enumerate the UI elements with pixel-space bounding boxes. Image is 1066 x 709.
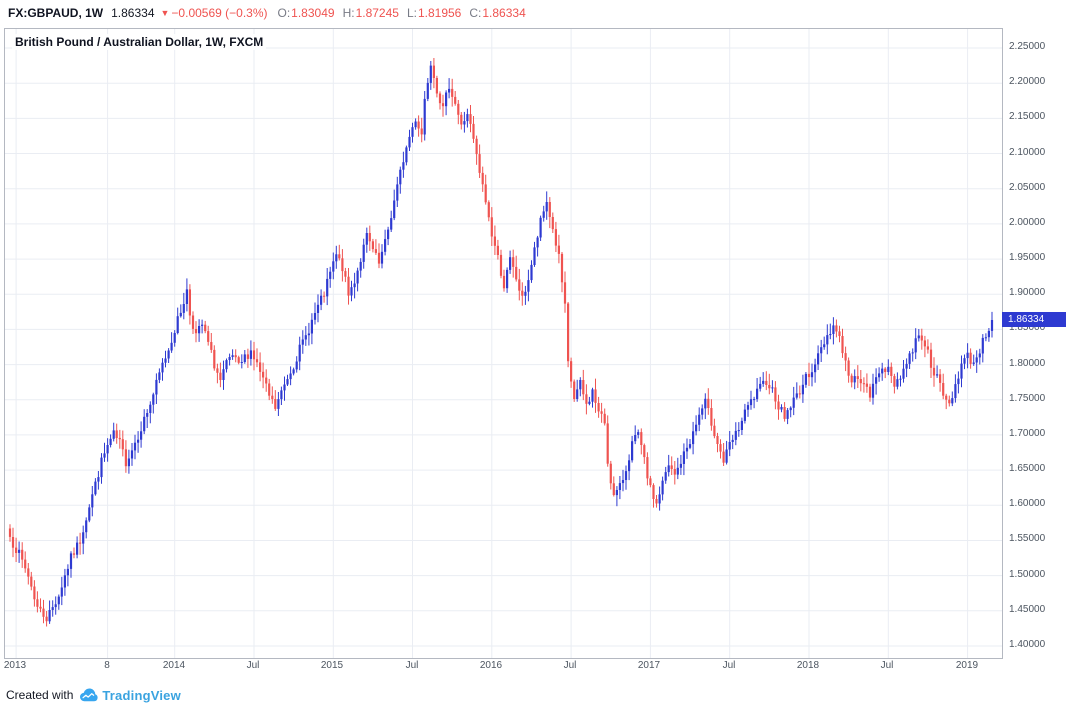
created-with-text: Created with: [6, 688, 74, 702]
last-price-badge: 1.86334: [1002, 312, 1066, 327]
price-change-value: ▼ −0.00569 (−0.3%): [161, 6, 268, 20]
price-tick-label: 1.95000: [1009, 252, 1046, 263]
down-arrow-icon: ▼: [160, 8, 170, 18]
ohlc-key: O:: [277, 6, 291, 20]
time-tick-label: 2019: [955, 660, 979, 671]
ohlc-key: L:: [406, 6, 417, 20]
price-tick-label: 1.45000: [1009, 604, 1046, 615]
time-tick-label: 2017: [637, 660, 661, 671]
attribution-footer: Created with TradingView: [6, 683, 181, 707]
price-tick-label: 1.40000: [1009, 639, 1046, 650]
pane-title[interactable]: British Pound / Australian Dollar, 1W, F…: [12, 34, 267, 50]
time-tick-label: 2018: [796, 660, 820, 671]
ohlc-value: 1.83049: [291, 6, 335, 20]
price-tick-label: 2.15000: [1009, 111, 1046, 122]
time-tick-label: 2014: [162, 660, 186, 671]
price-tick-label: 1.60000: [1009, 498, 1046, 509]
ohlc-key: C:: [469, 6, 482, 20]
time-tick-label: Jul: [246, 660, 260, 671]
time-tick-label: 2015: [320, 660, 344, 671]
chart-legend-bar: FX:GBPAUD, 1W 1.86334 ▼ −0.00569 (−0.3%) …: [8, 0, 534, 26]
time-tick-label: Jul: [880, 660, 894, 671]
change-text: −0.00569 (−0.3%): [171, 6, 268, 20]
price-tick-label: 1.75000: [1009, 393, 1046, 404]
price-tick-label: 2.25000: [1009, 41, 1046, 52]
symbol-interval-label[interactable]: FX:GBPAUD, 1W: [8, 6, 104, 20]
price-tick-label: 2.05000: [1009, 182, 1046, 193]
price-tick-label: 2.20000: [1009, 76, 1046, 87]
time-tick-label: Jul: [405, 660, 419, 671]
tradingview-cloud-icon: [80, 688, 98, 702]
price-tick-label: 1.55000: [1009, 533, 1046, 544]
last-price-value: 1.86334: [111, 6, 155, 20]
chart-plot-area[interactable]: British Pound / Australian Dollar, 1W, F…: [4, 28, 1003, 659]
price-tick-label: 1.90000: [1009, 287, 1046, 298]
ohlc-value: 1.86334: [482, 6, 526, 20]
time-tick-label: Jul: [722, 660, 736, 671]
time-tick-label: 2016: [479, 660, 503, 671]
time-tick-label: Jul: [563, 660, 577, 671]
ohlc-readout: O:1.83049 H:1.87245 L:1.81956 C:1.86334: [278, 6, 534, 20]
price-tick-label: 1.70000: [1009, 428, 1046, 439]
price-axis[interactable]: 2.25000 2.20000 2.15000 2.10000 2.05000 2.000…: [1003, 28, 1066, 659]
ohlc-value: 1.87245: [355, 6, 399, 20]
price-tick-label: 2.00000: [1009, 217, 1046, 228]
price-tick-label: 1.85000: [1009, 322, 1046, 333]
time-tick-label: 2013: [3, 660, 27, 671]
price-tick-label: 1.80000: [1009, 358, 1046, 369]
tradingview-wordmark: TradingView: [102, 687, 181, 703]
ohlc-value: 1.81956: [417, 6, 462, 20]
price-tick-label: 1.65000: [1009, 463, 1046, 474]
price-tick-label: 2.10000: [1009, 147, 1046, 158]
tradingview-logo[interactable]: TradingView: [79, 688, 181, 703]
time-tick-label: 8: [104, 660, 110, 671]
ohlc-key: H:: [342, 6, 355, 20]
price-tick-label: 1.50000: [1009, 569, 1046, 580]
time-axis[interactable]: 2013 8 2014 Jul 2015 Jul 2016 Jul 2017 Jul 2018 Jul…: [4, 658, 1003, 676]
